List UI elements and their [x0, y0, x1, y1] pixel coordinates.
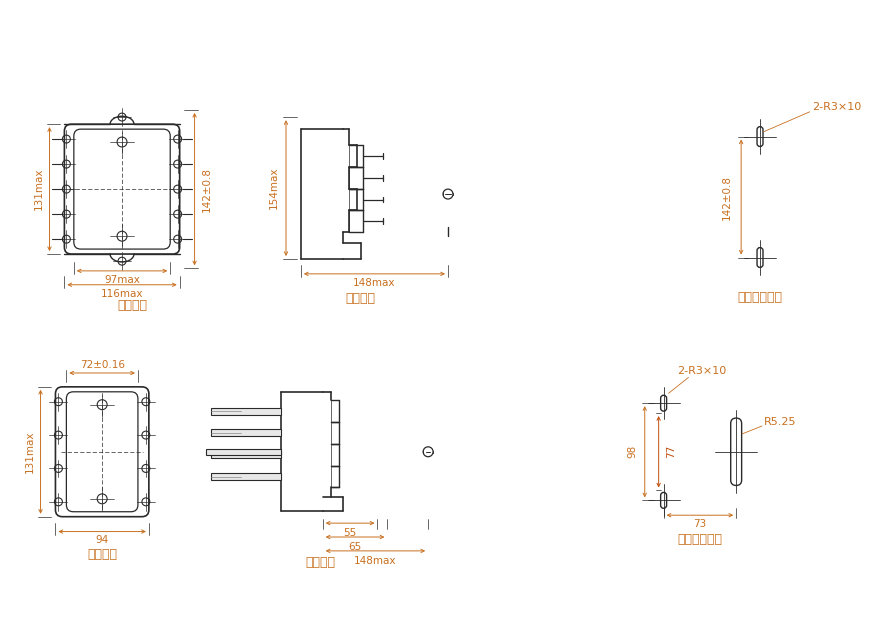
Text: 板前接线: 板前接线: [117, 299, 147, 312]
Text: 77: 77: [667, 445, 677, 458]
Text: 65: 65: [348, 542, 361, 552]
Text: R5.25: R5.25: [764, 417, 797, 427]
Text: 148max: 148max: [354, 556, 396, 566]
Bar: [212, 408, 281, 414]
Text: 板前接线开孔: 板前接线开孔: [738, 291, 782, 304]
Bar: [206, 449, 281, 455]
Text: 131max: 131max: [34, 168, 44, 210]
Text: 板后接线: 板后接线: [87, 548, 117, 561]
Text: 板后接线: 板后接线: [306, 556, 336, 569]
Text: 131max: 131max: [25, 431, 35, 473]
Bar: [212, 430, 281, 436]
Text: 2-R3×10: 2-R3×10: [812, 102, 861, 112]
Text: 116max: 116max: [100, 289, 143, 299]
Text: 72±0.16: 72±0.16: [80, 360, 124, 370]
Text: 142±0.8: 142±0.8: [722, 175, 733, 220]
Text: 板前接线: 板前接线: [346, 292, 375, 305]
Text: 55: 55: [343, 528, 356, 538]
Text: 2-R3×10: 2-R3×10: [677, 367, 726, 377]
Text: 97max: 97max: [104, 275, 140, 285]
Bar: [212, 452, 281, 458]
Text: 154max: 154max: [269, 167, 279, 209]
Text: 板后接线开孔: 板后接线开孔: [677, 533, 722, 546]
Text: 148max: 148max: [353, 278, 396, 288]
Text: 94: 94: [95, 536, 108, 546]
Text: 98: 98: [628, 445, 637, 458]
Bar: [212, 473, 281, 480]
Text: 73: 73: [693, 519, 707, 529]
Text: 142±0.8: 142±0.8: [202, 166, 212, 212]
